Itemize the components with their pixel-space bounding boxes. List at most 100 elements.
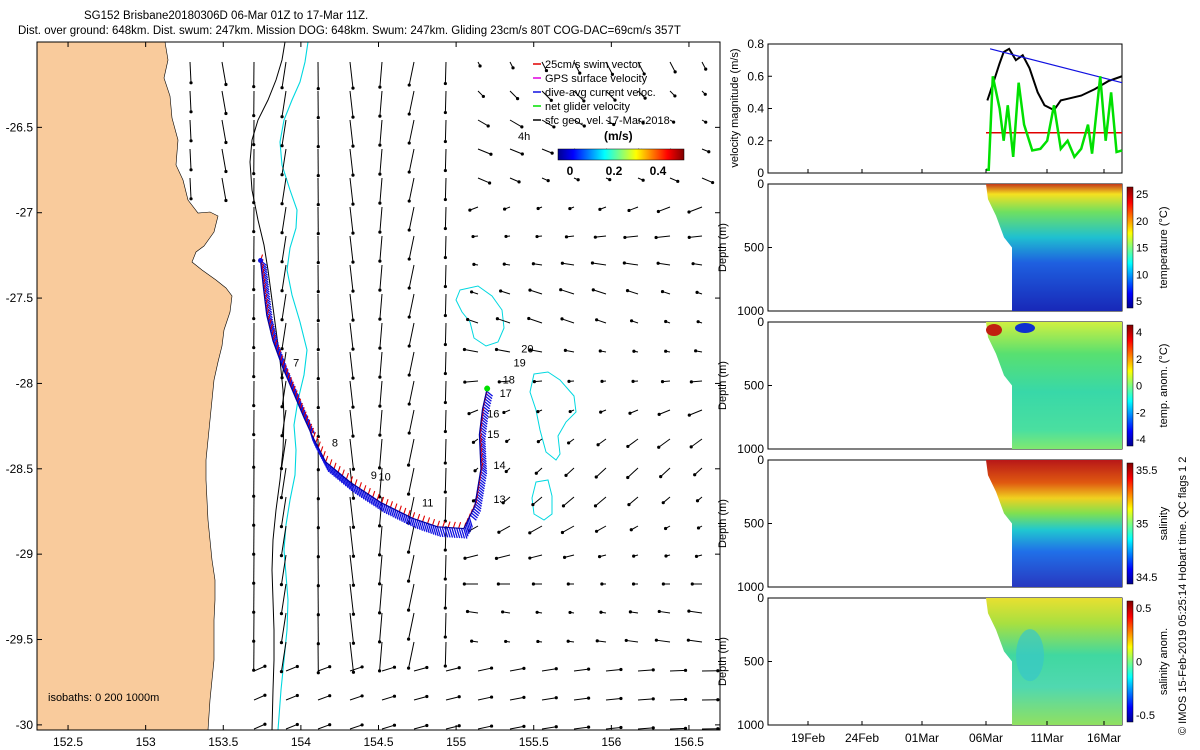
current-arrow	[444, 641, 447, 667]
swim-vector	[389, 501, 393, 508]
swim-vector	[407, 509, 411, 517]
dive-avg-current-vector	[412, 518, 417, 529]
current-arrow-head	[694, 349, 698, 353]
swim-vector	[296, 394, 300, 401]
current-arrow-head	[582, 124, 586, 128]
swim-vector	[322, 451, 326, 458]
current-arrow	[477, 148, 492, 155]
current-arrow-head	[189, 197, 193, 201]
current-arrow	[379, 264, 383, 291]
current-arrow-head	[252, 610, 256, 614]
current-arrow-head	[425, 694, 429, 699]
current-arrow-head	[641, 178, 645, 182]
current-arrow-head	[443, 548, 447, 552]
current-arrow-head	[252, 465, 256, 469]
current-arrow-head	[676, 179, 680, 183]
dive-avg-current-vector	[270, 330, 278, 337]
current-arrow-head	[631, 379, 635, 384]
current-arrow-head	[378, 85, 382, 89]
temperature-anomaly-section: 0 500 1000 Depth (m) 4 2 0 -2 -4 temp. anom. (°C)	[717, 315, 1170, 456]
current-arrow-head	[377, 611, 382, 615]
dive-avg-current-vector	[396, 510, 401, 521]
current-arrow	[595, 496, 607, 507]
current-arrow-head	[252, 288, 256, 292]
dive-avg-current-vector	[481, 416, 488, 423]
current-arrow	[317, 724, 330, 730]
current-arrow	[280, 438, 287, 469]
current-arrow	[444, 119, 447, 142]
swim-vector	[422, 515, 426, 522]
current-arrow-head	[710, 180, 715, 185]
swim-vector	[358, 482, 362, 489]
dive-avg-current-vector	[463, 528, 468, 539]
swim-vector	[292, 385, 296, 393]
current-arrow-head	[263, 722, 267, 726]
current-arrow-head	[316, 173, 320, 178]
current-arrow-head	[489, 666, 494, 670]
current-arrow	[688, 610, 703, 614]
swim-vector	[447, 521, 451, 528]
current-arrow-head	[535, 234, 539, 239]
current-arrow-head	[594, 529, 599, 533]
current-arrow-head	[641, 121, 645, 125]
colorbar-title: salinity anom.	[1158, 628, 1170, 695]
current-arrow	[349, 61, 354, 89]
current-arrow-head	[252, 639, 256, 643]
current-arrow-head	[564, 235, 569, 239]
current-arrow	[464, 380, 479, 383]
swim-vector	[310, 427, 314, 435]
current-arrow	[349, 90, 354, 118]
isobath-200m	[277, 42, 309, 730]
current-arrow	[637, 669, 654, 672]
swim-vector	[274, 339, 278, 347]
current-arrow-head	[443, 577, 447, 581]
current-arrow	[379, 148, 383, 175]
current-arrow	[408, 380, 415, 405]
colorbar-tick-label: 35.5	[1136, 465, 1157, 477]
current-arrow	[529, 289, 543, 295]
dive-avg-current-vector	[472, 510, 479, 517]
current-arrow-head	[316, 376, 320, 381]
seamount-contour	[531, 479, 553, 521]
current-arrow-head	[595, 318, 599, 322]
current-arrow-head	[443, 197, 447, 202]
current-arrow-head	[664, 349, 668, 353]
current-arrow-head	[599, 410, 603, 414]
current-arrow	[541, 697, 557, 701]
current-arrow	[469, 525, 479, 532]
dive-avg-current-vector	[434, 525, 439, 537]
current-arrow-head	[377, 640, 382, 644]
current-arrow-head	[528, 288, 532, 292]
current-arrow	[444, 206, 447, 229]
current-arrow-head	[563, 348, 567, 353]
current-arrow-head	[535, 610, 539, 614]
current-arrow	[658, 438, 671, 448]
depth-tick-label: 1000	[737, 718, 764, 732]
current-arrow-head	[536, 639, 540, 644]
dive-avg-current-vector	[458, 528, 463, 539]
current-arrow	[379, 554, 383, 584]
colorbar-tick-label: 20	[1136, 216, 1148, 228]
current-arrow-head	[687, 609, 691, 613]
dive-avg-current-vector	[479, 426, 487, 433]
current-arrow-head	[328, 665, 332, 669]
dive-avg-current-vector	[336, 471, 341, 482]
current-arrow	[530, 349, 543, 353]
current-arrow-head	[462, 347, 467, 352]
dive-avg-current-vector	[261, 274, 269, 281]
current-arrow-head	[252, 581, 256, 585]
colorbar-tick-label: 10	[1136, 269, 1148, 281]
day-label: 18	[503, 374, 515, 386]
map-y-tick-label: -29.5	[6, 633, 34, 647]
swim-vector	[458, 522, 462, 529]
dive-avg-current-vector	[482, 405, 490, 412]
current-arrow-head	[280, 405, 284, 409]
current-arrow	[573, 697, 589, 701]
current-arrow-head	[316, 405, 320, 410]
depth-tick-label: 0	[757, 177, 764, 191]
current-arrow-head	[280, 115, 284, 119]
section-data-field	[986, 460, 1122, 587]
current-arrow-head	[664, 554, 668, 558]
dive-avg-current-vector	[392, 508, 397, 519]
current-arrow-head	[610, 72, 615, 76]
